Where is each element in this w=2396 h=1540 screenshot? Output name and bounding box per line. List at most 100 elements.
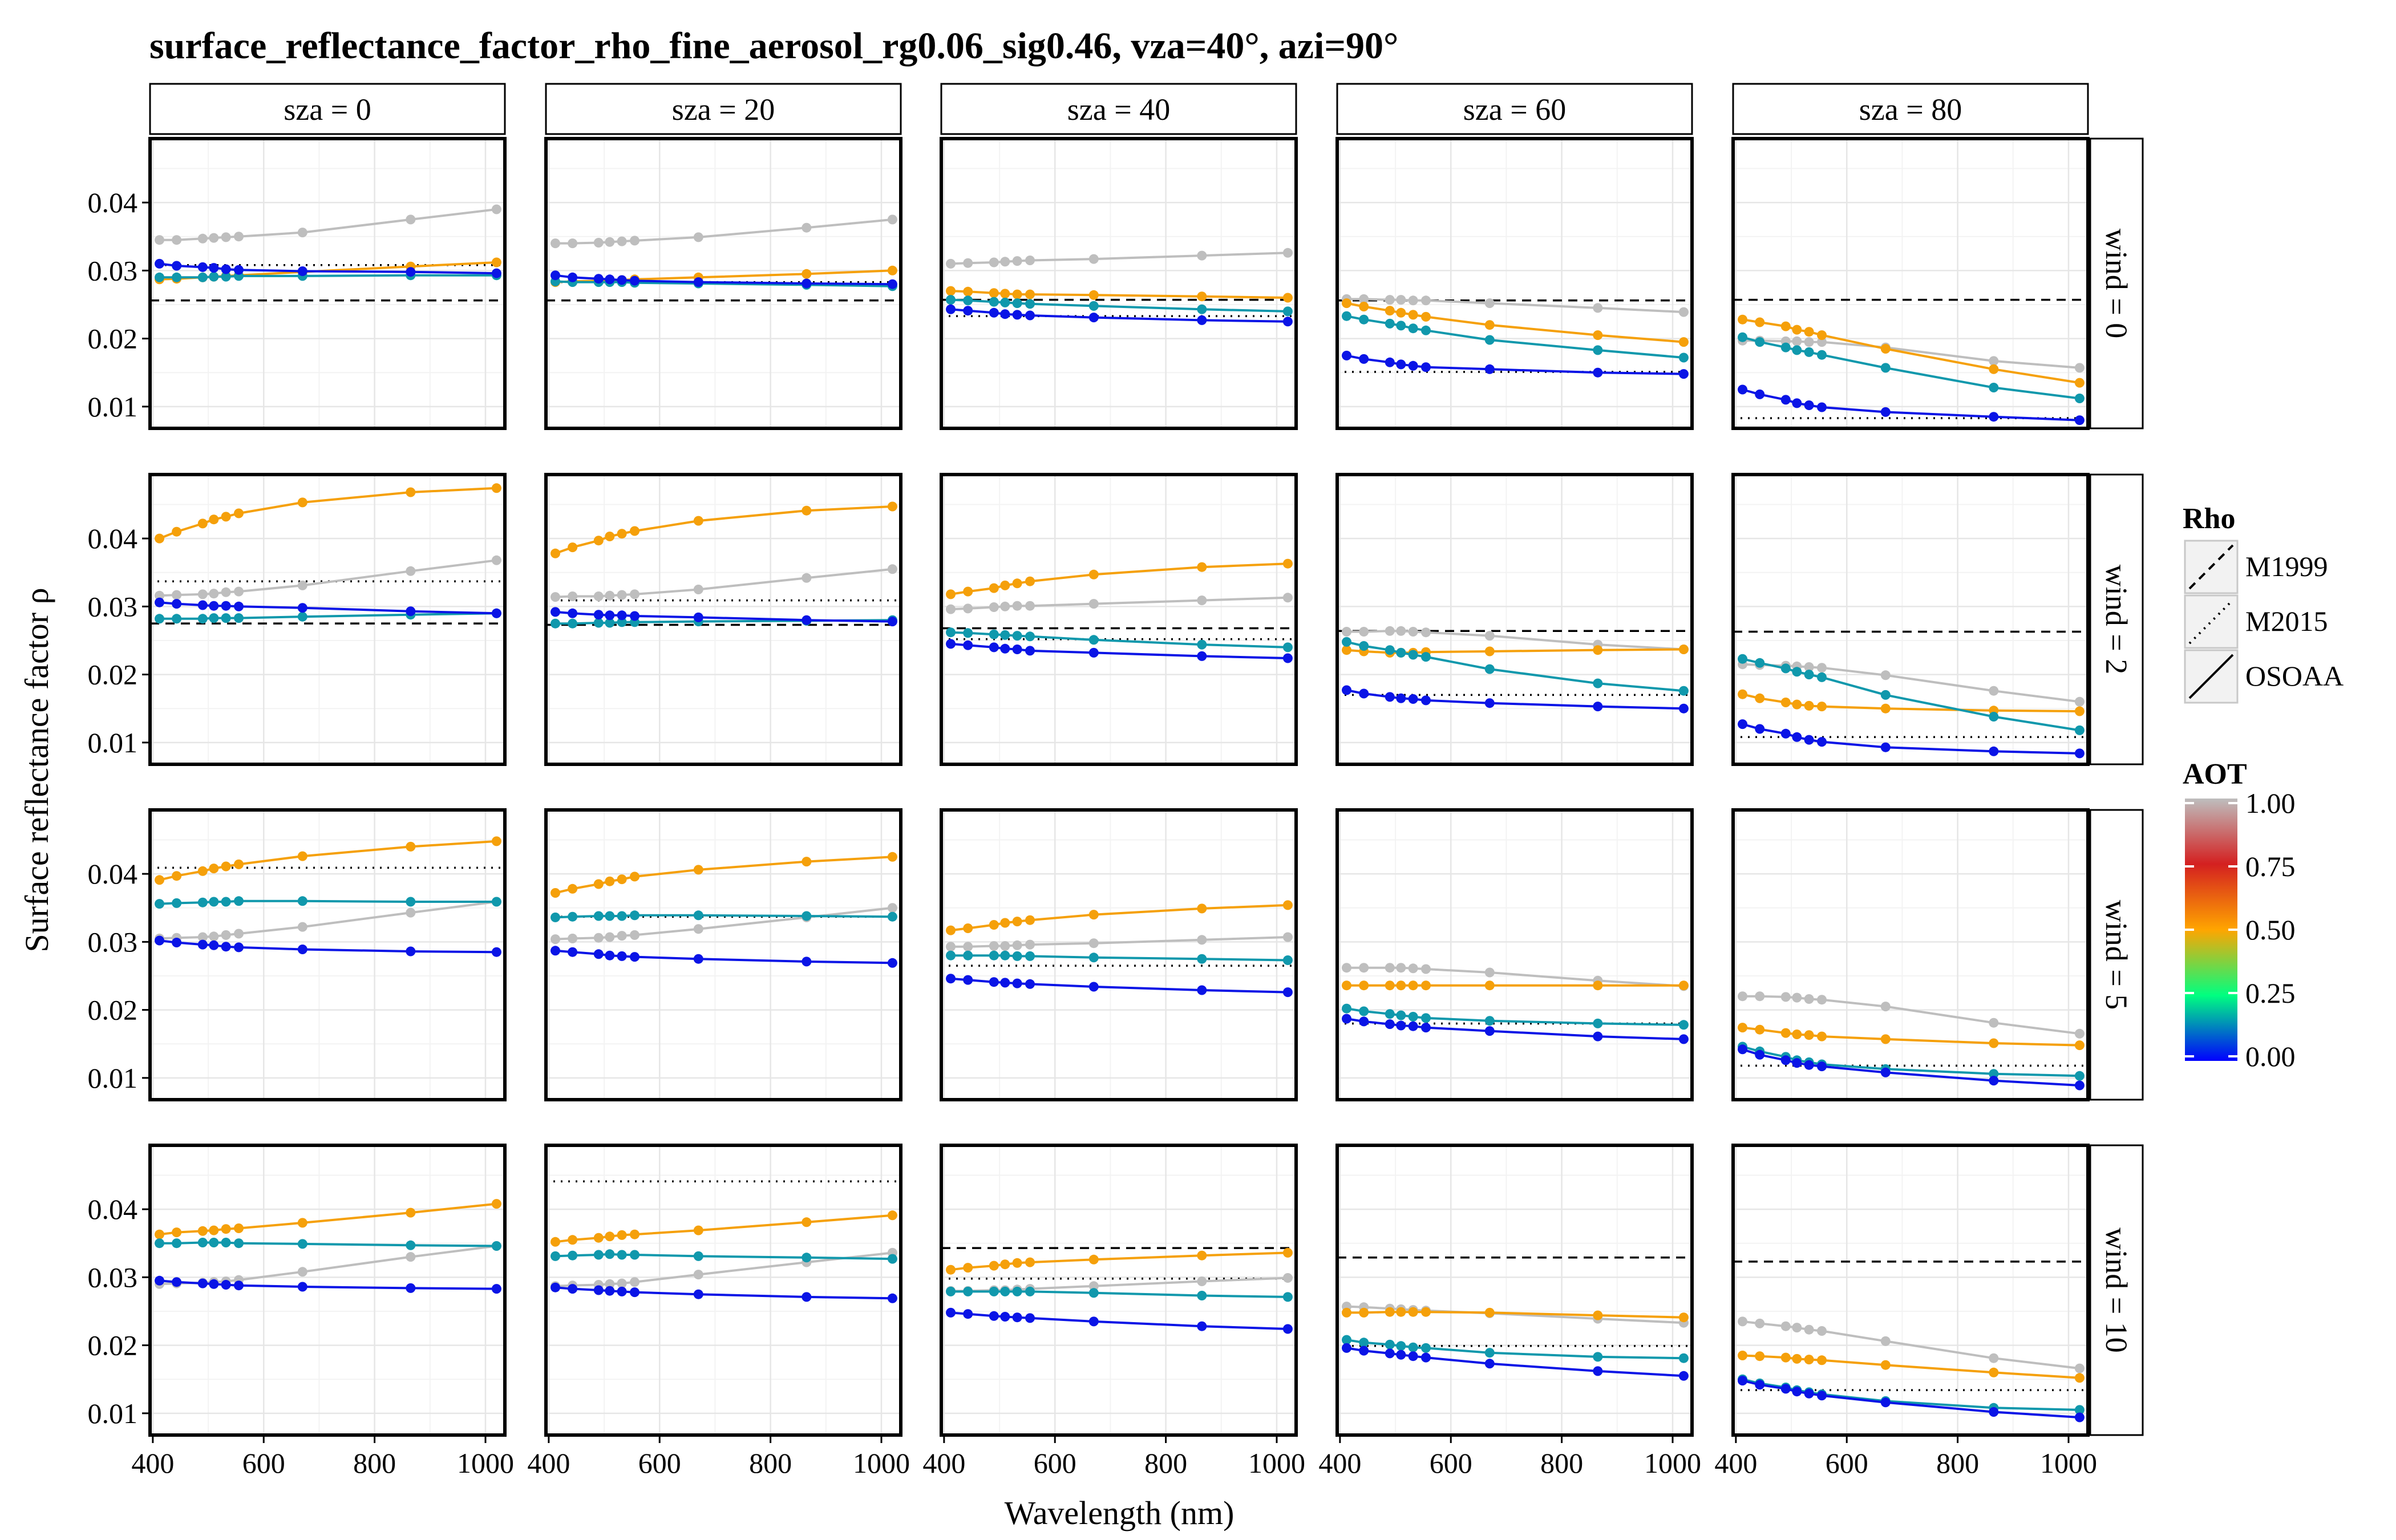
osoaa-point-aot_0.01	[693, 954, 703, 964]
osoaa-point-aot_0.01	[617, 951, 627, 961]
osoaa-point-aot_0.01	[1780, 1055, 1791, 1065]
osoaa-point-aot_0.5	[1738, 689, 1747, 699]
osoaa-point-aot_0.01	[1792, 398, 1802, 408]
osoaa-point-aot_0.5	[1678, 980, 1689, 991]
osoaa-point-aot_0.01	[221, 601, 231, 611]
osoaa-point-aot_0.2	[1817, 350, 1827, 360]
osoaa-point-aot_0.01	[1342, 350, 1351, 360]
osoaa-point-aot_0.2	[963, 950, 973, 961]
osoaa-point-aot_0.2	[1385, 1339, 1395, 1349]
osoaa-point-aot_0.5	[1880, 1360, 1891, 1370]
osoaa-point-aot_0.01	[234, 1280, 244, 1291]
x-tick-label: 1000	[853, 1447, 910, 1479]
osoaa-point-aot_0.5	[406, 1207, 416, 1218]
osoaa-point-aot_0.01	[551, 1282, 560, 1292]
osoaa-point-aot_0.5	[1678, 337, 1689, 347]
osoaa-point-aot_1.0	[605, 590, 615, 601]
osoaa-point-aot_1.0	[2074, 1363, 2085, 1373]
osoaa-point-aot_0.2	[1359, 314, 1369, 325]
osoaa-point-aot_0.01	[1408, 1351, 1418, 1361]
osoaa-point-aot_0.2	[1359, 641, 1369, 651]
osoaa-point-aot_0.2	[1484, 335, 1495, 345]
osoaa-point-aot_0.5	[568, 1235, 578, 1245]
osoaa-point-aot_0.2	[1012, 631, 1022, 641]
osoaa-point-aot_0.5	[693, 1225, 703, 1235]
strip-box	[2089, 473, 2144, 765]
osoaa-point-aot_0.5	[1012, 917, 1022, 927]
osoaa-point-aot_0.2	[1755, 658, 1765, 668]
strip-box	[1732, 83, 2089, 135]
osoaa-point-aot_1.0	[297, 228, 307, 238]
colorbar-tick-label: 1.00	[2245, 787, 2296, 819]
osoaa-point-aot_0.5	[989, 288, 999, 298]
osoaa-point-aot_0.01	[1012, 310, 1022, 320]
osoaa-point-aot_0.01	[1421, 1352, 1431, 1363]
osoaa-point-aot_0.5	[1396, 1307, 1406, 1317]
osoaa-point-aot_1.0	[1804, 662, 1814, 672]
panel-wind2-sza20	[544, 473, 902, 766]
osoaa-point-aot_0.5	[1780, 1028, 1791, 1038]
osoaa-point-aot_0.5	[1484, 1307, 1495, 1318]
osoaa-point-aot_0.5	[1282, 900, 1293, 910]
osoaa-point-aot_0.5	[605, 532, 615, 541]
osoaa-point-aot_0.01	[1780, 1384, 1791, 1394]
osoaa-point-aot_1.0	[1012, 256, 1022, 266]
osoaa-point-aot_0.5	[209, 864, 219, 874]
osoaa-point-aot_0.01	[989, 642, 999, 653]
osoaa-point-aot_0.01	[693, 1289, 703, 1299]
osoaa-point-aot_0.2	[221, 1238, 231, 1247]
panel-border	[1731, 1144, 2090, 1437]
osoaa-point-aot_0.01	[1342, 1014, 1351, 1024]
osoaa-point-aot_0.01	[1359, 354, 1369, 364]
osoaa-point-aot_1.0	[1088, 599, 1099, 609]
osoaa-point-aot_0.5	[1408, 1307, 1418, 1317]
osoaa-point-aot_0.5	[1989, 1367, 1999, 1377]
x-tick-label: 400	[527, 1447, 570, 1479]
osoaa-point-aot_0.01	[491, 608, 501, 618]
panel-wind0-sza20	[544, 137, 902, 430]
legend-line-osoaa	[2188, 654, 2234, 699]
osoaa-point-aot_0.5	[155, 1229, 164, 1239]
osoaa-point-aot_0.01	[1880, 1397, 1891, 1408]
panel-background	[1733, 810, 2088, 1100]
osoaa-point-aot_0.01	[297, 1282, 307, 1292]
osoaa-point-aot_0.5	[630, 872, 640, 882]
osoaa-point-aot_1.0	[1817, 1326, 1827, 1336]
osoaa-point-aot_0.2	[1678, 1020, 1689, 1030]
legend-rho-title: Rho	[2183, 502, 2235, 535]
osoaa-point-aot_0.2	[406, 1240, 416, 1250]
osoaa-point-aot_0.2	[989, 1286, 999, 1296]
osoaa-point-aot_1.0	[2074, 696, 2085, 707]
osoaa-point-aot_0.2	[1000, 630, 1010, 640]
panel-wind10-sza40: 400 600 800 1000	[922, 1144, 1305, 1479]
osoaa-point-aot_0.01	[1025, 1313, 1035, 1323]
osoaa-point-aot_1.0	[1792, 992, 1802, 1003]
osoaa-point-aot_0.2	[1088, 301, 1099, 311]
osoaa-point-aot_0.01	[209, 1279, 219, 1289]
osoaa-point-aot_0.01	[209, 601, 219, 611]
osoaa-point-aot_0.5	[593, 536, 604, 546]
osoaa-point-aot_0.2	[1408, 650, 1418, 660]
osoaa-point-aot_0.5	[1282, 293, 1293, 303]
panel-wind2-sza40	[940, 473, 1298, 766]
osoaa-point-aot_0.2	[551, 618, 560, 629]
osoaa-point-aot_0.01	[1282, 653, 1293, 663]
osoaa-point-aot_0.5	[693, 516, 703, 526]
osoaa-point-aot_0.2	[1282, 955, 1293, 965]
osoaa-point-aot_0.01	[1396, 1349, 1406, 1360]
colorbar-ticks: 1.00 0.75 0.50 0.25 0.00	[2185, 787, 2296, 1072]
osoaa-point-aot_0.2	[946, 627, 956, 638]
osoaa-point-aot_1.0	[617, 590, 627, 600]
panel-border	[544, 137, 902, 430]
osoaa-point-aot_0.5	[1342, 1307, 1351, 1318]
osoaa-point-aot_0.2	[802, 911, 812, 921]
osoaa-point-aot_0.2	[605, 911, 615, 921]
y-tick-label: 0.02	[88, 659, 138, 691]
osoaa-point-aot_1.0	[1484, 298, 1495, 309]
osoaa-point-aot_0.01	[155, 597, 164, 607]
osoaa-point-aot_0.5	[1792, 1030, 1802, 1039]
osoaa-point-aot_1.0	[963, 942, 973, 952]
osoaa-point-aot_1.0	[197, 932, 208, 942]
y-tick-label: 0.01	[88, 1062, 138, 1094]
